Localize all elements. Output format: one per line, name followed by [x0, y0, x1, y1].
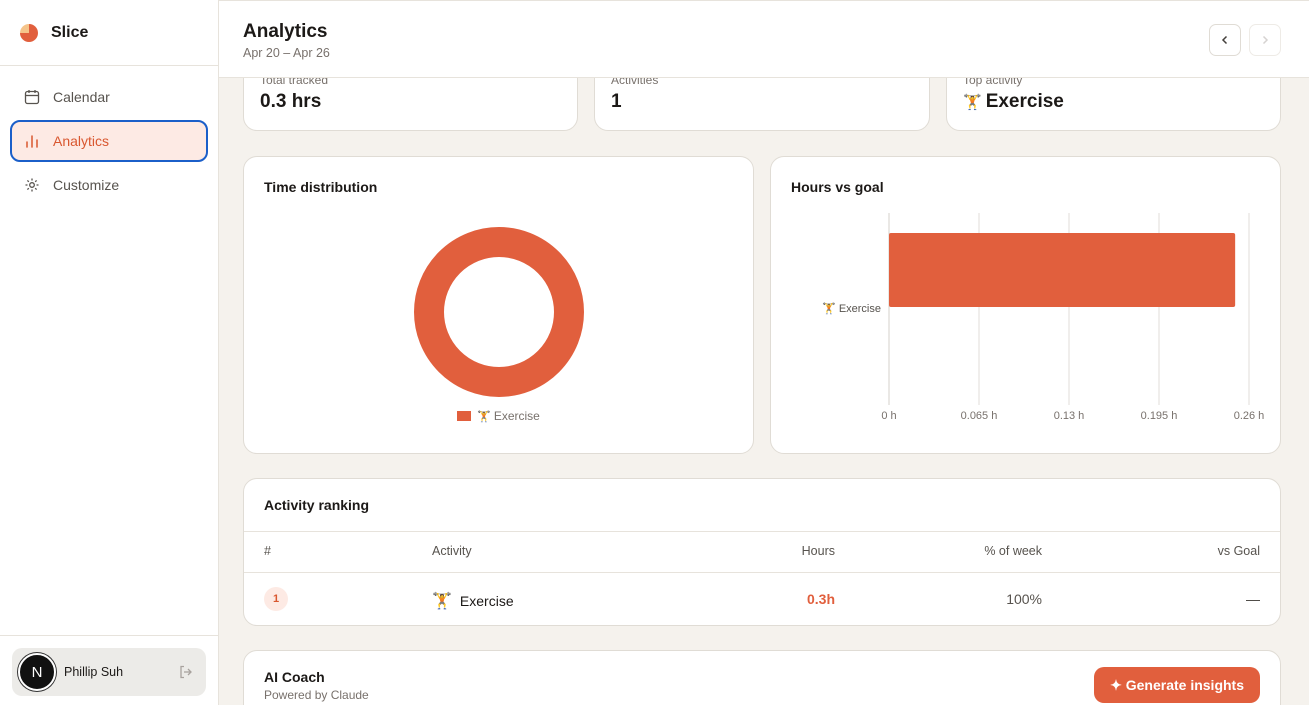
donut-chart — [414, 227, 584, 397]
x-tick-label: 0.195 h — [1141, 410, 1178, 422]
column-header-hours: Hours — [801, 544, 835, 558]
column-header-rank: # — [264, 544, 271, 558]
percent-cell: 100% — [1006, 591, 1042, 607]
time-distribution-card: Time distribution 🏋️ Exercise — [243, 156, 754, 454]
rank-badge: 1 — [264, 587, 288, 611]
column-header-activity: Activity — [432, 544, 472, 558]
ai-coach-subtitle: Powered by Claude — [264, 688, 369, 702]
previous-week-button[interactable] — [1209, 24, 1241, 56]
hours-cell: 0.3h — [806, 591, 835, 607]
page-title: Analytics — [243, 21, 328, 42]
y-tick-label: 🏋️ Exercise — [822, 302, 881, 315]
x-tick-label: 0.065 h — [961, 410, 998, 422]
vs-goal-cell: — — [1246, 591, 1260, 607]
x-tick-label: 0.13 h — [1054, 410, 1085, 422]
user-name: Phillip Suh — [64, 665, 124, 679]
generate-insights-button[interactable]: ✦ Generate insights — [1094, 667, 1260, 703]
activity-cell: 🏋️ Exercise — [432, 591, 514, 611]
calendar-icon — [23, 88, 41, 106]
settings-icon — [23, 176, 41, 194]
column-header-vs-goal: vs Goal — [1217, 544, 1260, 558]
stat-label: Total tracked — [260, 78, 329, 87]
divider — [244, 531, 1280, 532]
sidebar-item-analytics[interactable]: Analytics — [10, 120, 208, 162]
avatar: N — [18, 653, 56, 691]
stat-value: 1 — [611, 91, 622, 112]
ai-coach-title: AI Coach — [264, 669, 325, 685]
sidebar: Slice Calendar Analytics Customize N Phi… — [0, 0, 219, 705]
card-title: Time distribution — [264, 179, 378, 195]
sidebar-item-customize[interactable]: Customize — [10, 164, 208, 206]
pie-slice-exercise[interactable] — [414, 227, 584, 397]
divider — [244, 572, 1280, 573]
exercise-icon: 🏋️ — [432, 593, 452, 610]
bar-chart: 0 h 0.065 h 0.13 h 0.195 h 0.26 h 🏋️ Exercise — [822, 213, 1265, 422]
card-title: Activity ranking — [264, 497, 370, 513]
sidebar-nav: Calendar Analytics Customize — [0, 66, 218, 218]
sidebar-item-label: Analytics — [53, 133, 110, 149]
card-title: Hours vs goal — [791, 179, 884, 195]
user-card[interactable]: N Phillip Suh — [12, 648, 206, 696]
stat-value: 🏋️ Exercise — [963, 91, 1064, 113]
date-range: Apr 20 – Apr 26 — [243, 46, 330, 60]
chevron-right-icon — [1262, 35, 1269, 45]
legend-swatch — [457, 411, 472, 421]
top-activity-name: Exercise — [985, 91, 1064, 112]
logout-icon[interactable] — [178, 664, 194, 680]
exercise-icon: 🏋️ — [477, 410, 491, 423]
next-week-button[interactable] — [1249, 24, 1281, 56]
ai-coach-card: AI Coach Powered by Claude ✦ Generate in… — [243, 650, 1281, 705]
column-header-percent: % of week — [984, 544, 1042, 558]
chevron-left-icon — [1221, 35, 1228, 45]
activity-name: Exercise — [459, 593, 514, 609]
stat-value: 0.3 hrs — [260, 91, 322, 112]
stat-card-top-activity: Top activity 🏋️ Exercise — [946, 78, 1281, 131]
legend-label: Exercise — [493, 409, 540, 423]
brand-name: Slice — [51, 23, 89, 41]
sidebar-footer: N Phillip Suh — [0, 635, 218, 705]
stat-card-total: Total tracked 0.3 hrs — [243, 78, 578, 131]
activity-ranking-card: Activity ranking # Activity Hours % of w… — [243, 478, 1281, 626]
stat-card-activities: Activities 1 — [594, 78, 930, 131]
exercise-icon: 🏋️ — [963, 94, 982, 111]
x-tick-label: 0.26 h — [1234, 410, 1265, 422]
main-content: Total tracked 0.3 hrs Activities 1 Top a… — [219, 78, 1309, 705]
stat-label: Top activity — [963, 78, 1023, 87]
stat-label: Activities — [611, 78, 659, 87]
hours-vs-goal-card: Hours vs goal 0 h 0.065 h 0.13 h 0.195 h 0.2… — [770, 156, 1281, 454]
sidebar-item-calendar[interactable]: Calendar — [10, 76, 208, 118]
brand[interactable]: Slice — [0, 0, 218, 66]
page-header: Analytics Apr 20 – Apr 26 — [219, 0, 1309, 78]
chart-legend: 🏋️ Exercise — [244, 409, 753, 423]
slice-logo-icon — [20, 23, 38, 42]
x-tick-label: 0 h — [881, 410, 896, 422]
bar-chart-icon — [23, 132, 41, 150]
bar-exercise[interactable] — [889, 233, 1236, 307]
sidebar-item-label: Customize — [53, 177, 120, 193]
sidebar-item-label: Calendar — [53, 89, 110, 105]
